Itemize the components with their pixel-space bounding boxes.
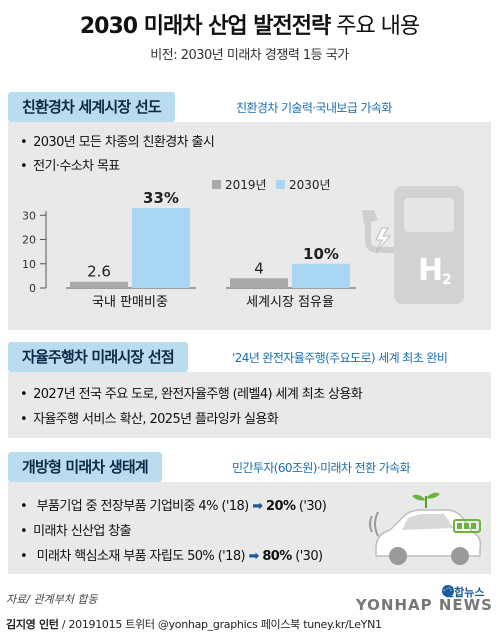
section3-bullet-2: 미래차 신산업 창출 [20, 520, 132, 539]
bar-1-0 [132, 208, 190, 288]
section3-bullet-3-pre: 미래차 핵심소재 부품 자립도 50% ('18) [36, 549, 246, 564]
section1-note: 친환경차 기술력·국내보급 가속화 [236, 101, 392, 115]
section3-bullet-3-post: ('30) [291, 549, 323, 564]
y-tick-label: 30 [22, 209, 36, 222]
credit-rest: / 20191015 트위터 @yonhap_graphics 페이스북 tun… [58, 618, 382, 631]
eco-car-icon [369, 492, 482, 565]
section3-bullet-1-post: ('30) [295, 499, 327, 514]
section2-note: '24년 완전자율주행(주요도로) 세계 최초 완비 [232, 351, 448, 365]
category-label: 국내 판매비중 [92, 295, 168, 310]
arrow-right-icon: ➡ [252, 499, 263, 514]
agency-name-english: YONHAP NEWS [355, 596, 493, 614]
hydrogen-station-icon: H 2 [362, 186, 464, 304]
section3-bullet-1: 부품기업 중 전장부품 기업비중 4% ('18) ➡ 20% ('30) [20, 495, 327, 514]
page-subtitle: 비전: 2030년 미래차 경쟁력 1등 국가 [150, 48, 349, 63]
page-title: 2030 미래차 산업 발전전략 주요 내용 [0, 8, 499, 40]
agency-name-korean: 연합뉴스 [444, 586, 485, 599]
y-tick-label: 20 [22, 234, 36, 247]
section3-note: 민간투자(60조원)·미래차 전환 가속화 [232, 461, 411, 475]
data-label: 10% [303, 245, 339, 263]
section3-bullet-1-value: 20% [266, 499, 296, 514]
section2-heading: 자율주행차 미래시장 선점 [8, 342, 188, 372]
section3-header: 개방형 미래차 생태계 민간투자(60조원)·미래차 전환 가속화 [0, 452, 499, 482]
section3-bullet-1-pre: 부품기업 중 전장부품 기업비중 4% ('18) [36, 499, 250, 514]
source-note: 자료/ 관계부처 합동 [6, 593, 98, 606]
section3-heading: 개방형 미래차 생태계 [8, 452, 162, 482]
section1-header: 친환경차 세계시장 선도 친환경차 기술력·국내보급 가속화 [0, 92, 499, 122]
ev-target-chart: 0 10 20 30 2.6 33% 국내 판매비중 4 10% 세계시장 점유율 2019년 203… [22, 178, 356, 310]
yonhap-logo-icon [442, 585, 454, 597]
data-label: 2.6 [87, 263, 111, 281]
credit-line: 김지영 인턴 / 20191015 트위터 @yonhap_graphics 페… [6, 616, 382, 632]
title-normal: 주요 내용 [336, 14, 420, 39]
bar-1-1 [292, 263, 350, 288]
data-label: 4 [254, 259, 264, 277]
section3-bullet-3-value: 80% [262, 549, 292, 564]
section1-bullet-2: 전기·수소차 목표 [20, 155, 120, 174]
section2-panel [8, 372, 491, 438]
legend-label: 2019년 [225, 178, 267, 192]
svg-text:2: 2 [442, 272, 452, 288]
category-label: 세계시장 점유율 [246, 295, 334, 310]
section1-heading: 친환경차 세계시장 선도 [8, 92, 175, 122]
y-tick-label: 10 [22, 258, 36, 271]
credit-author: 김지영 인턴 [6, 618, 59, 631]
section2-bullet-2: 자율주행 서비스 확산, 2025년 플라잉카 실용화 [20, 408, 279, 427]
legend-label: 2030년 [289, 178, 331, 192]
section2-bullet-1: 2027년 전국 주요 도로, 완전자율주행 (레벨4) 세계 최초 상용화 [20, 383, 363, 402]
section1-bullet-1: 2030년 모든 차종의 친환경차 출시 [20, 131, 215, 150]
bar-0-1 [230, 278, 288, 288]
bar-0-0 [70, 281, 128, 288]
data-label: 33% [143, 189, 179, 207]
legend-swatch [276, 180, 285, 189]
section3-bullet-3: 미래차 핵심소재 부품 자립도 50% ('18) ➡ 80% ('30) [20, 545, 323, 564]
y-tick-label: 0 [29, 282, 36, 295]
section2-header: 자율주행차 미래시장 선점 '24년 완전자율주행(주요도로) 세계 최초 완비 [0, 342, 499, 372]
title-bold: 2030 미래차 산업 발전전략 [79, 14, 331, 39]
arrow-right-icon: ➡ [248, 549, 260, 564]
legend-swatch [212, 180, 221, 189]
svg-text:H: H [418, 253, 443, 288]
